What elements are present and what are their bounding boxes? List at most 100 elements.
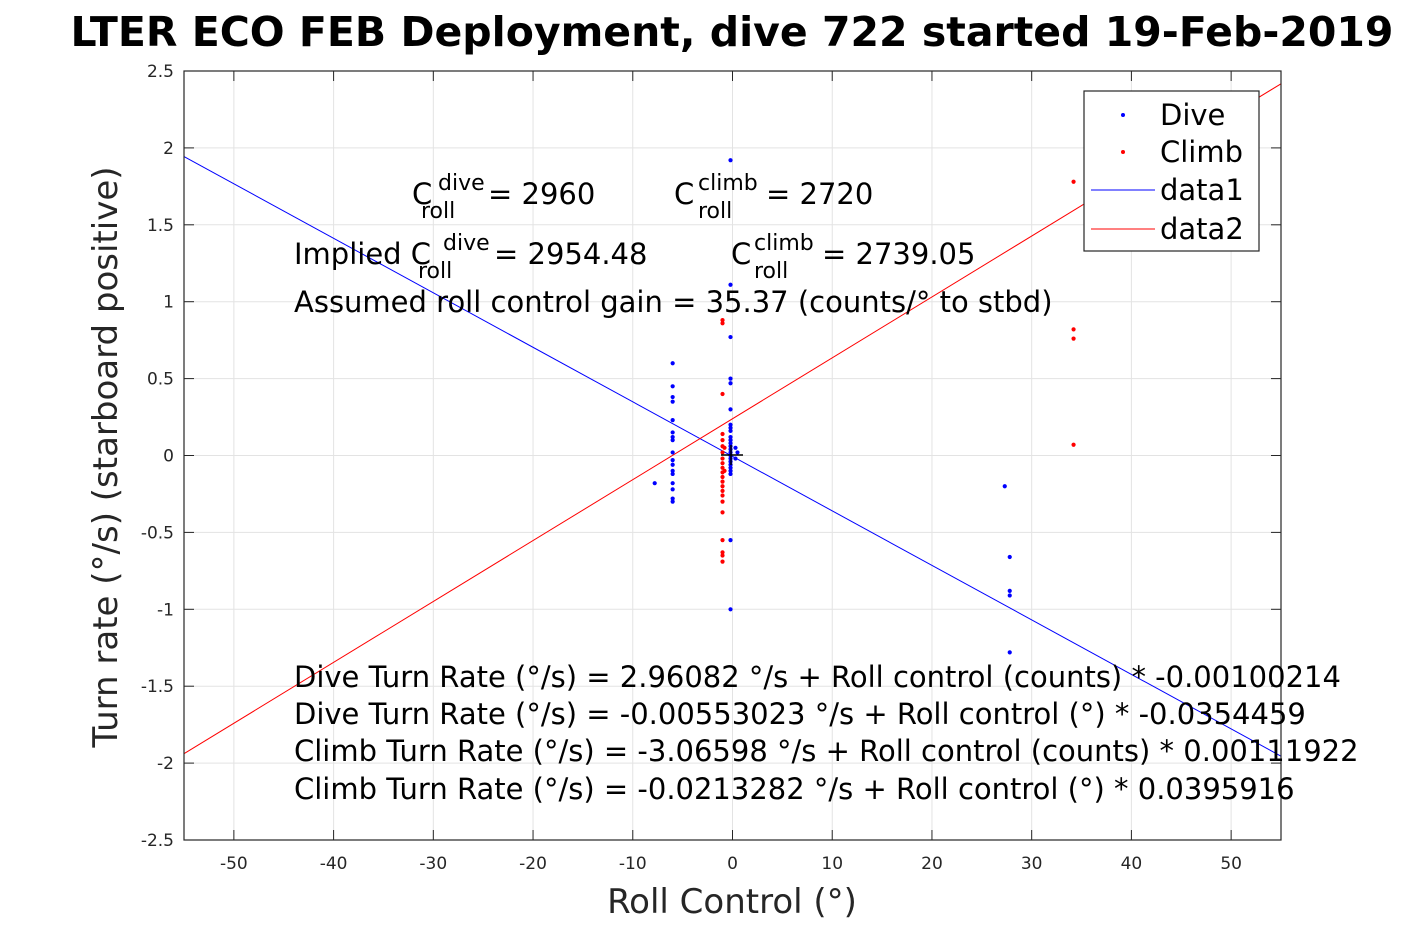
y-axis-label: Turn rate (°/s) (starboard positive)	[86, 166, 126, 748]
svg-text:roll: roll	[754, 259, 788, 284]
point-dive	[1007, 588, 1012, 593]
x-tick-label: 0	[727, 854, 738, 874]
legend-label-data2: data2	[1160, 212, 1244, 246]
point-dive	[728, 428, 733, 433]
point-dive	[728, 381, 733, 386]
svg-text:C: C	[412, 177, 432, 211]
legend-label-dive: Dive	[1160, 98, 1225, 132]
svg-text:= 2720: = 2720	[766, 177, 873, 211]
x-tick-label: -20	[519, 854, 547, 874]
svg-text:climb: climb	[698, 171, 758, 196]
annotation-gain: Assumed roll control gain = 35.37 (count…	[294, 285, 1053, 319]
point-dive	[670, 462, 675, 467]
svg-text:dive: dive	[438, 171, 485, 196]
point-climb	[720, 391, 725, 397]
point-climb	[720, 431, 725, 437]
annotation-equations: Dive Turn Rate (°/s) = 2.96082 °/s + Rol…	[294, 660, 1359, 806]
point-dive	[670, 434, 675, 440]
point-climb	[720, 438, 725, 443]
x-tick-label: -10	[619, 854, 647, 874]
x-tick-label: -30	[419, 854, 447, 874]
point-climb	[720, 318, 725, 323]
svg-text:= 2960: = 2960	[488, 177, 595, 211]
point-climb	[1071, 442, 1076, 447]
point-climb	[1071, 327, 1076, 332]
point-climb	[1071, 336, 1076, 341]
legend-label-climb: Climb	[1160, 135, 1243, 169]
point-dive	[728, 334, 733, 340]
point-dive	[670, 438, 675, 443]
svg-text:roll: roll	[418, 259, 452, 284]
point-climb	[722, 468, 727, 473]
point-dive	[670, 430, 675, 435]
y-tick-label: -0.5	[141, 523, 174, 543]
annotation-implied-dive: Implied C dive roll = 2954.48	[294, 231, 647, 284]
point-dive	[670, 450, 675, 455]
point-dive	[670, 399, 675, 404]
point-climb	[720, 479, 725, 484]
point-dive	[652, 481, 657, 486]
point-dive	[735, 450, 740, 455]
annotation-c-roll-climb: C climb roll = 2720	[674, 171, 873, 224]
point-climb	[720, 461, 725, 466]
point-climb	[720, 510, 725, 515]
x-tick-label: 20	[921, 854, 943, 874]
point-dive	[670, 361, 675, 366]
x-tick-label: 10	[821, 854, 843, 874]
point-dive	[670, 481, 675, 486]
point-dive	[670, 496, 675, 501]
y-tick-label: 2.5	[147, 62, 174, 82]
equation-line: Climb Turn Rate (°/s) = -3.06598 °/s + R…	[294, 734, 1359, 768]
point-dive	[733, 445, 738, 450]
x-axis-label: Roll Control (°)	[607, 882, 857, 922]
y-tick-label: -2	[157, 754, 174, 774]
point-dive	[670, 458, 675, 463]
point-dive	[1007, 554, 1012, 560]
point-climb	[720, 321, 725, 326]
point-dive	[670, 394, 675, 400]
point-dive	[670, 471, 675, 477]
svg-text:C: C	[731, 237, 751, 271]
point-climb	[1071, 179, 1076, 184]
data-points	[652, 158, 1076, 655]
point-dive	[728, 376, 733, 381]
point-climb	[720, 488, 725, 493]
point-dive	[733, 456, 738, 461]
point-dive	[728, 438, 733, 443]
point-dive	[728, 537, 733, 543]
point-climb	[720, 493, 725, 498]
point-dive	[1002, 484, 1007, 489]
x-tick-labels: -50 -40 -30 -20 -10 0 10 20 30 40 50	[220, 854, 1242, 874]
y-tick-label: -1	[157, 600, 174, 620]
x-tick-label: -50	[220, 854, 248, 874]
annotation-c-roll-dive: C dive roll = 2960	[412, 171, 595, 224]
svg-text:climb: climb	[754, 231, 814, 256]
point-climb	[720, 484, 725, 489]
point-dive	[670, 487, 675, 492]
y-tick-label: -1.5	[141, 677, 174, 697]
y-tick-labels: 2.5 2 1.5 1 0.5 0 -0.5 -1 -1.5 -2 -2.5	[141, 62, 174, 851]
point-climb	[720, 553, 725, 558]
svg-text:roll: roll	[421, 199, 455, 224]
y-tick-label: 1	[163, 293, 174, 313]
point-climb	[720, 537, 725, 543]
point-climb	[722, 445, 727, 450]
point-dive	[728, 282, 733, 287]
x-tick-label: -40	[320, 854, 348, 874]
y-tick-label: 2	[163, 139, 174, 159]
y-tick-label: 0	[163, 447, 174, 467]
x-tick-label: 50	[1220, 854, 1242, 874]
svg-text:= 2739.05: = 2739.05	[822, 237, 975, 271]
point-dive	[1007, 593, 1012, 598]
point-dive	[728, 441, 733, 446]
legend-label-data1: data1	[1160, 173, 1244, 207]
svg-text:dive: dive	[443, 231, 490, 256]
x-tick-label: 30	[1021, 854, 1043, 874]
y-tick-label: 0.5	[147, 370, 174, 390]
point-climb	[720, 559, 725, 564]
point-dive	[728, 425, 733, 430]
point-dive	[1007, 650, 1012, 655]
tick-marks	[184, 70, 1281, 841]
point-dive	[728, 465, 733, 470]
